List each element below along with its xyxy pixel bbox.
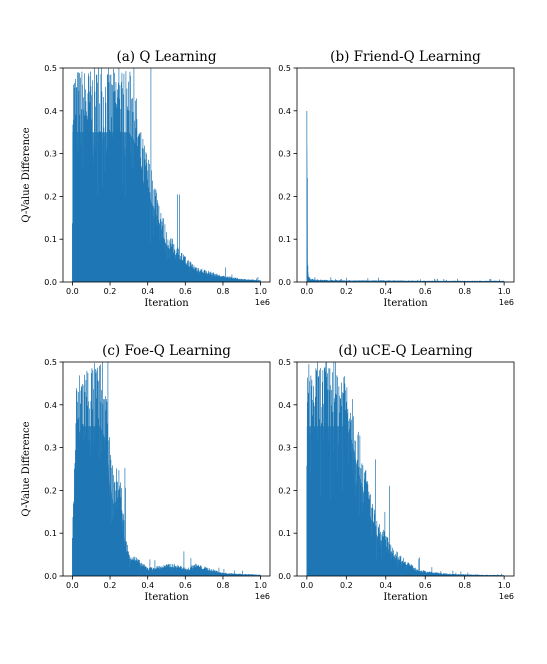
series-a-0: [72, 68, 261, 282]
xtick-label-b-3: 0.6: [419, 287, 432, 296]
ytick-label-a-3: 0.3: [44, 150, 57, 159]
xtick-label-d-0: 0.0: [300, 581, 313, 590]
xtick-label-b-1: 0.2: [340, 287, 353, 296]
subplot-a: 0.0 0.2 0.4 0.6 0.8 1.0 0.0 0.1 0.2 0.3 0.4 0.5 1e6 (…: [21, 49, 271, 309]
ytick-label-b-4: 0.4: [278, 107, 291, 116]
xtick-label-a-5: 1.0: [254, 287, 267, 296]
xtick-label-d-1: 0.2: [340, 581, 353, 590]
axes-frame-c: [62, 361, 271, 577]
title-a: (a) Q Learning: [116, 49, 216, 65]
xtick-label-a-1: 0.2: [104, 287, 117, 296]
ytick-label-b-2: 0.2: [278, 192, 291, 201]
xtick-label-b-4: 0.8: [458, 287, 471, 296]
xlabel-c: Iteration: [144, 592, 189, 603]
xtick-label-c-2: 0.4: [141, 581, 154, 590]
ytick-label-a-0: 0.0: [44, 278, 57, 287]
ylabel-c: Q-Value Difference: [21, 421, 32, 516]
subplot-b: 0.0 0.2 0.4 0.6 0.8 1.0 0.0 0.1 0.2 0.3 0.4 0.5 1e6 (…: [278, 49, 515, 309]
xtick-label-b-5: 1.0: [498, 287, 511, 296]
x-offset-label-d: 1e6: [499, 592, 514, 601]
ytick-label-c-5: 0.5: [44, 358, 57, 367]
title-c: (c) Foe-Q Learning: [102, 343, 231, 359]
axes-frame-d: [296, 361, 515, 577]
ytick-label-d-4: 0.4: [278, 401, 291, 410]
axes-frame-a: [62, 67, 271, 283]
x-offset-label-a: 1e6: [255, 298, 270, 307]
xtick-label-a-2: 0.4: [141, 287, 154, 296]
xtick-label-a-3: 0.6: [179, 287, 192, 296]
ytick-label-a-2: 0.2: [44, 192, 57, 201]
xlabel-b: Iteration: [383, 298, 428, 309]
series-d-0: [306, 362, 505, 576]
xlabel-d: Iteration: [383, 592, 428, 603]
xtick-label-d-3: 0.6: [419, 581, 432, 590]
ytick-label-b-3: 0.3: [278, 150, 291, 159]
xtick-label-c-4: 0.8: [217, 581, 230, 590]
xtick-label-c-1: 0.2: [104, 581, 117, 590]
ytick-label-a-4: 0.4: [44, 107, 57, 116]
series-c-0: [72, 362, 261, 576]
ytick-label-b-0: 0.0: [278, 278, 291, 287]
ytick-label-d-5: 0.5: [278, 358, 291, 367]
ytick-label-d-3: 0.3: [278, 444, 291, 453]
ytick-label-b-5: 0.5: [278, 64, 291, 73]
x-offset-label-b: 1e6: [499, 298, 514, 307]
title-b: (b) Friend-Q Learning: [330, 49, 481, 65]
ytick-label-c-2: 0.2: [44, 486, 57, 495]
ylabel-a: Q-Value Difference: [21, 127, 32, 222]
ytick-label-d-0: 0.0: [278, 572, 291, 581]
xtick-label-a-4: 0.8: [217, 287, 230, 296]
title-d: (d) uCE-Q Learning: [338, 343, 473, 359]
subplot-d: 0.0 0.2 0.4 0.6 0.8 1.0 0.0 0.1 0.2 0.3 0.4 0.5 1e6 (…: [278, 343, 515, 603]
ytick-label-c-1: 0.1: [44, 529, 57, 538]
xtick-label-d-5: 1.0: [498, 581, 511, 590]
xlabel-a: Iteration: [144, 298, 189, 309]
axes-frame-b: [296, 67, 515, 283]
series-b-0: [306, 110, 505, 282]
xtick-label-d-4: 0.8: [458, 581, 471, 590]
ytick-label-c-3: 0.3: [44, 444, 57, 453]
ytick-label-b-1: 0.1: [278, 235, 291, 244]
xtick-label-b-2: 0.4: [379, 287, 392, 296]
x-offset-label-c: 1e6: [255, 592, 270, 601]
ytick-label-a-1: 0.1: [44, 235, 57, 244]
xtick-label-c-0: 0.0: [66, 581, 79, 590]
xtick-label-c-3: 0.6: [179, 581, 192, 590]
ytick-label-d-2: 0.2: [278, 486, 291, 495]
xtick-label-a-0: 0.0: [66, 287, 79, 296]
ytick-label-c-0: 0.0: [44, 572, 57, 581]
xtick-label-b-0: 0.0: [300, 287, 313, 296]
subplot-c: 0.0 0.2 0.4 0.6 0.8 1.0 0.0 0.1 0.2 0.3 0.4 0.5 1e6 (…: [21, 343, 271, 603]
xtick-label-d-2: 0.4: [379, 581, 392, 590]
xtick-label-c-5: 1.0: [254, 581, 267, 590]
ytick-label-d-1: 0.1: [278, 529, 291, 538]
ytick-label-a-5: 0.5: [44, 64, 57, 73]
ytick-label-c-4: 0.4: [44, 401, 57, 410]
